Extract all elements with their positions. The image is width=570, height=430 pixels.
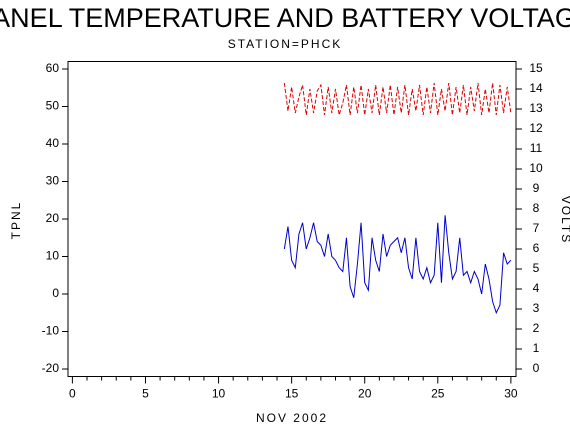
y-tick-label: 60 [46,61,60,75]
series-line [283,215,512,315]
y-tick-label: 20 [46,211,60,225]
y-axis-title: TPNL [9,201,23,240]
x-tick-label: 15 [285,387,299,401]
y2-tick-label: 13 [529,101,543,115]
chart-subtitle: STATION=PHCK [228,37,343,51]
x-tick-label: 5 [142,387,149,401]
y-tick-label: -20 [42,361,60,375]
y-tick-label: 40 [46,136,60,150]
y2-tick-label: 0 [533,361,540,375]
x-axis-title: NOV 2002 [256,411,328,425]
y2-tick-label: 3 [533,301,540,315]
y2-tick-label: 6 [533,241,540,255]
x-tick-label: 30 [504,387,518,401]
x-tick-label: 20 [358,387,372,401]
y-tick-label: 30 [46,174,60,188]
y2-tick-label: 14 [529,81,543,95]
y2-tick-label: 5 [533,261,540,275]
y2-tick-label: 2 [533,321,540,335]
series-line [283,82,512,116]
y2-tick-label: 1 [533,341,540,355]
y2-axis-title: VOLTS [559,196,570,244]
y-tick-label: 10 [46,249,60,263]
x-tick-label: 10 [212,387,226,401]
x-tick-label: 0 [69,387,76,401]
y2-tick-label: 15 [529,61,543,75]
y2-tick-label: 4 [533,281,540,295]
y2-tick-label: 7 [533,221,540,235]
plot-frame [67,61,517,377]
y2-tick-label: 9 [533,181,540,195]
y2-tick-label: 11 [530,141,543,155]
y-tick-label: 50 [46,99,60,113]
y2-tick-label: 8 [533,201,540,215]
y2-tick-label: 12 [529,121,543,135]
x-tick-label: 25 [431,387,445,401]
chart-title: PANEL TEMPERATURE AND BATTERY VOLTAGE [0,3,570,33]
y2-tick-label: 10 [529,161,543,175]
y-tick-label: 0 [52,286,59,300]
y-tick-label: -10 [42,324,60,338]
